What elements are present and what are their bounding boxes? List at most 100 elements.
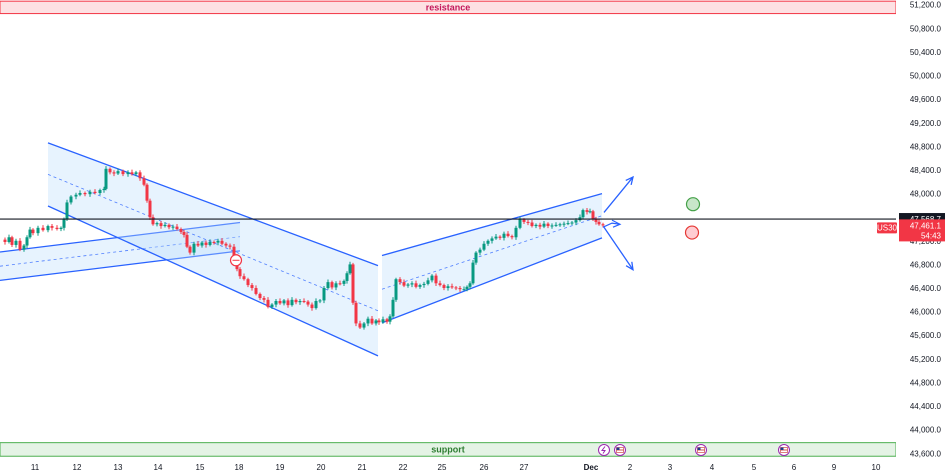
candle [242, 276, 246, 280]
candle [518, 219, 522, 228]
x-tick-label: 11 [31, 463, 40, 472]
x-tick-label: 18 [235, 463, 244, 472]
candle [498, 236, 502, 238]
candle [270, 304, 274, 307]
candle [414, 283, 418, 287]
candle [594, 218, 598, 222]
x-tick-label: 20 [317, 463, 326, 472]
candle [482, 243, 486, 250]
y-tick-label: 50,400.0 [910, 48, 942, 57]
candle [522, 219, 526, 222]
candle [7, 237, 11, 242]
candle [314, 301, 318, 309]
candle [258, 293, 262, 299]
candle [62, 219, 66, 228]
rising-channel-2-fill [382, 193, 602, 323]
candle [468, 283, 472, 287]
candle [282, 300, 286, 304]
candle [216, 240, 220, 243]
x-tick-label: 3 [668, 463, 673, 472]
candle [10, 237, 14, 245]
y-tick-label: 48,800.0 [910, 142, 942, 151]
candle [25, 237, 29, 246]
candle [142, 178, 146, 185]
x-tick-label: 6 [792, 463, 797, 472]
candle [36, 227, 40, 234]
candle [204, 242, 208, 245]
candle [471, 262, 475, 284]
y-tick-label: 46,000.0 [910, 308, 942, 317]
candle [250, 285, 254, 289]
candle [422, 283, 426, 286]
candle [102, 188, 106, 191]
candle [338, 283, 342, 285]
candle [550, 225, 554, 227]
x-tick-label: 14 [154, 463, 163, 472]
candle [116, 171, 120, 174]
candle [385, 319, 389, 322]
candle [151, 217, 155, 225]
candle [377, 320, 381, 323]
candle [394, 279, 398, 300]
candle [171, 226, 175, 228]
candle [450, 286, 454, 288]
candle [108, 168, 112, 173]
countdown-label: 54:43 [921, 231, 942, 240]
candle [130, 172, 134, 175]
candle [362, 323, 366, 328]
candle [212, 241, 216, 243]
candle [220, 240, 224, 244]
candle [358, 323, 362, 328]
candle [490, 238, 494, 241]
bullish-target-marker [685, 197, 701, 212]
x-tick-label: 12 [73, 463, 82, 472]
candle [542, 223, 546, 227]
candle [18, 240, 22, 250]
x-tick-label: 21 [358, 463, 367, 472]
candle [294, 299, 298, 303]
candle [330, 282, 334, 288]
candle [418, 285, 422, 287]
candle [597, 221, 601, 225]
candle [232, 246, 236, 256]
y-tick-label: 48,400.0 [910, 166, 942, 175]
candle [591, 211, 595, 219]
x-tick-label: 22 [399, 463, 408, 472]
candle [458, 288, 462, 290]
lightning-glyph [601, 446, 606, 454]
candle [188, 246, 192, 253]
candle [302, 301, 306, 303]
candle [585, 210, 589, 212]
y-tick-label: 43,600.0 [910, 449, 942, 458]
flag-canton [697, 447, 701, 450]
x-tick-label: 13 [114, 463, 123, 472]
candle [167, 224, 171, 228]
candle [570, 222, 574, 224]
y-tick-label: 46,400.0 [910, 284, 942, 293]
rising-channel-1-midline [0, 236, 241, 267]
candle [46, 226, 50, 231]
y-tick-label: 50,800.0 [910, 24, 942, 33]
candle [93, 191, 97, 193]
candle [538, 224, 542, 227]
candle [28, 229, 32, 238]
candle [69, 196, 73, 203]
current-price-label: 47,461.1 [910, 221, 942, 230]
candle [134, 172, 138, 175]
candle [298, 301, 302, 303]
candle [138, 172, 142, 179]
candle [22, 245, 26, 250]
candle [3, 239, 7, 242]
x-tick-label: Dec [584, 463, 599, 472]
candle [208, 241, 212, 245]
candle [179, 229, 183, 232]
candle [534, 224, 538, 227]
candle [581, 210, 585, 218]
candle [601, 224, 605, 226]
candle [574, 220, 578, 223]
up-scenario-arrow-head [625, 175, 634, 185]
candle [546, 223, 550, 227]
pullback-arrow-head [611, 219, 622, 228]
candle [566, 223, 570, 225]
candle [438, 283, 442, 286]
